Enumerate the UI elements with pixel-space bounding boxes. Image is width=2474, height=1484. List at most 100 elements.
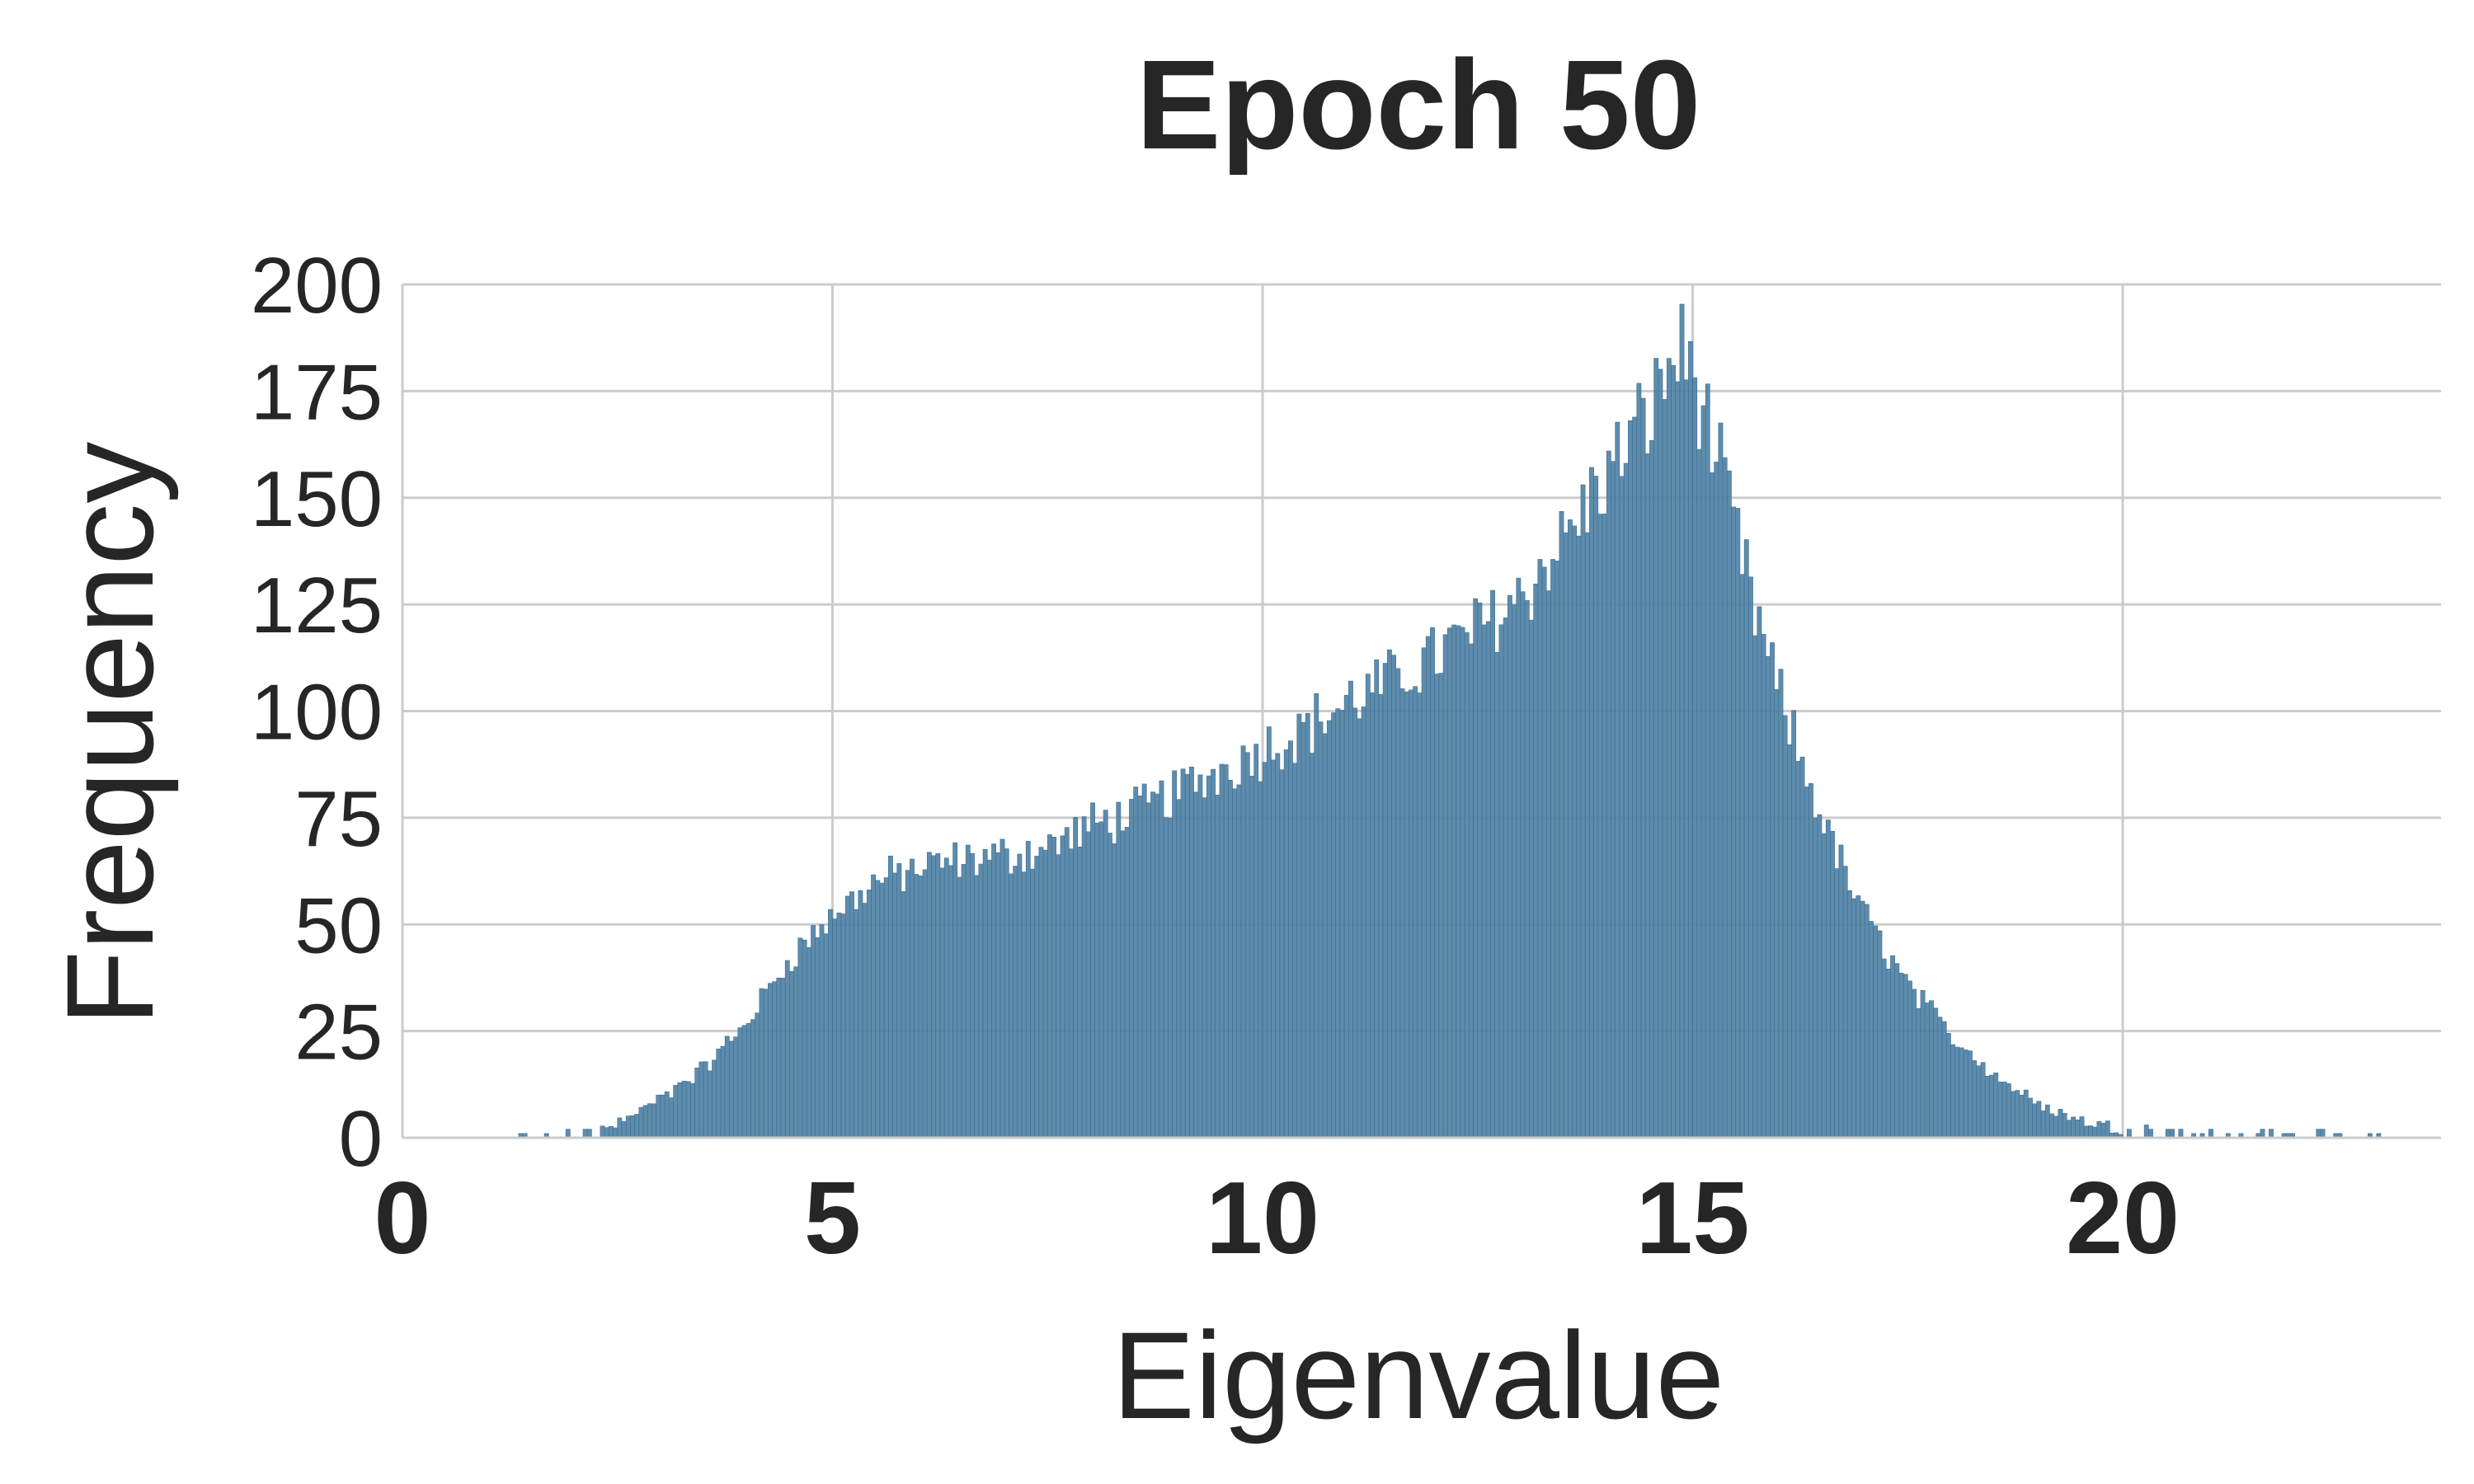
histogram-bar: [1202, 797, 1207, 1139]
histogram-bar: [1004, 848, 1009, 1139]
histogram-bar: [1038, 847, 1044, 1139]
histogram-bar: [1916, 1007, 1921, 1139]
histogram-bar: [604, 1127, 609, 1139]
histogram-bar: [1568, 519, 1573, 1139]
histogram-bar: [1275, 753, 1281, 1139]
histogram-bar: [961, 864, 967, 1139]
histogram-bar: [1563, 532, 1569, 1139]
histogram-bar: [1009, 873, 1014, 1139]
histogram-bar: [849, 891, 854, 1139]
histogram-bar: [1611, 461, 1616, 1139]
x-tick-label: 20: [2066, 1162, 2180, 1275]
histogram-bar: [1051, 837, 1057, 1139]
histogram-bar: [2096, 1121, 2102, 1139]
histogram-bar: [918, 875, 924, 1139]
histogram-bar: [1851, 898, 1857, 1139]
chart-title: Epoch 50: [1136, 34, 1701, 176]
histogram-bar: [2083, 1125, 2089, 1139]
histogram-bar: [1890, 955, 1895, 1139]
histogram-bar: [1262, 762, 1268, 1139]
histogram-bar: [1357, 718, 1362, 1139]
histogram-bar: [1271, 759, 1276, 1139]
histogram-bar: [1283, 749, 1289, 1139]
histogram-bar: [1696, 448, 1702, 1139]
histogram-bar: [1945, 1033, 1951, 1139]
histogram-bar: [1589, 467, 1594, 1139]
histogram-bar: [1580, 484, 1586, 1139]
histogram-bar: [1206, 775, 1211, 1139]
histogram-bar: [1163, 817, 1169, 1139]
histogram-bar: [759, 988, 764, 1139]
histogram-bar: [1710, 472, 1714, 1139]
histogram-bar: [1838, 844, 1844, 1139]
histogram-bar: [2316, 1129, 2321, 1139]
histogram-bar: [2178, 1129, 2184, 1139]
histogram-bar: [2053, 1115, 2059, 1139]
histogram-bar: [1653, 358, 1659, 1139]
histogram-bar: [638, 1106, 644, 1139]
histogram-bar: [1929, 1000, 1934, 1139]
histogram-bar: [1933, 1007, 1939, 1139]
y-tick-labels: 0 25 50 75 100 125 150 175 200: [251, 242, 383, 1183]
histogram-bar: [1352, 707, 1358, 1139]
histogram-bar: [763, 989, 769, 1139]
histogram-bar: [776, 977, 782, 1139]
histogram-bar: [2165, 1129, 2171, 1139]
histogram-bar: [1034, 856, 1040, 1139]
histogram-bar: [1950, 1044, 1955, 1139]
histogram-bar: [1550, 559, 1555, 1139]
histogram-bar: [1279, 769, 1285, 1139]
histogram-bar: [948, 865, 953, 1139]
histogram-bar: [2208, 1129, 2213, 1139]
histogram-bar: [1743, 539, 1749, 1139]
histogram-bar: [1211, 768, 1216, 1139]
histogram-bar: [828, 909, 833, 1139]
histogram-bar: [1137, 796, 1143, 1139]
histogram-bar: [1671, 364, 1676, 1139]
histogram-bar: [939, 867, 945, 1139]
histogram-bar: [1494, 652, 1500, 1139]
histogram-bar: [1399, 688, 1405, 1139]
histogram-bar: [750, 1019, 755, 1139]
histogram-bar: [1129, 799, 1134, 1139]
histogram-bar: [716, 1048, 722, 1139]
x-axis-label: Eigenvalue: [1112, 1306, 1724, 1444]
histogram-bar: [1310, 753, 1315, 1139]
histogram-bar: [2092, 1126, 2098, 1139]
histogram-bar: [2028, 1097, 2033, 1139]
histogram-bar: [789, 970, 794, 1139]
histogram-bar: [1430, 627, 1435, 1139]
histogram-bar: [1993, 1073, 1999, 1139]
histogram-bar: [2320, 1129, 2326, 1139]
histogram-bar: [1464, 632, 1470, 1139]
histogram-bar: [1778, 669, 1784, 1139]
histogram-bar: [1145, 802, 1151, 1139]
histogram-bar: [1658, 369, 1663, 1139]
histogram-bar: [780, 978, 786, 1139]
histogram-bar: [875, 880, 881, 1139]
histogram-bar: [630, 1115, 635, 1139]
histogram-bar: [901, 891, 906, 1139]
histogram-bar: [1300, 721, 1306, 1139]
histogram-bar: [2075, 1120, 2081, 1139]
y-tick-label: 50: [294, 881, 383, 970]
histogram-bar: [1292, 763, 1298, 1139]
x-tick-label: 15: [1636, 1162, 1750, 1275]
histogram-bar: [866, 890, 872, 1139]
histogram-bar: [1314, 693, 1319, 1139]
histogram-bar: [642, 1105, 648, 1139]
histogram-bar: [1834, 868, 1840, 1139]
histogram-bar: [1765, 655, 1771, 1139]
histogram-bar: [1576, 535, 1582, 1139]
histogram-bar: [2105, 1120, 2110, 1139]
histogram-bar: [1395, 668, 1401, 1139]
histogram-bar: [664, 1091, 670, 1139]
histogram-bar: [1073, 817, 1079, 1139]
histogram-bar: [1215, 795, 1221, 1139]
y-tick-label: 125: [251, 561, 383, 650]
histogram-bar: [892, 872, 898, 1139]
histogram-bar: [767, 983, 773, 1139]
histogram-bar: [858, 890, 863, 1139]
histogram-bar: [1735, 508, 1741, 1139]
